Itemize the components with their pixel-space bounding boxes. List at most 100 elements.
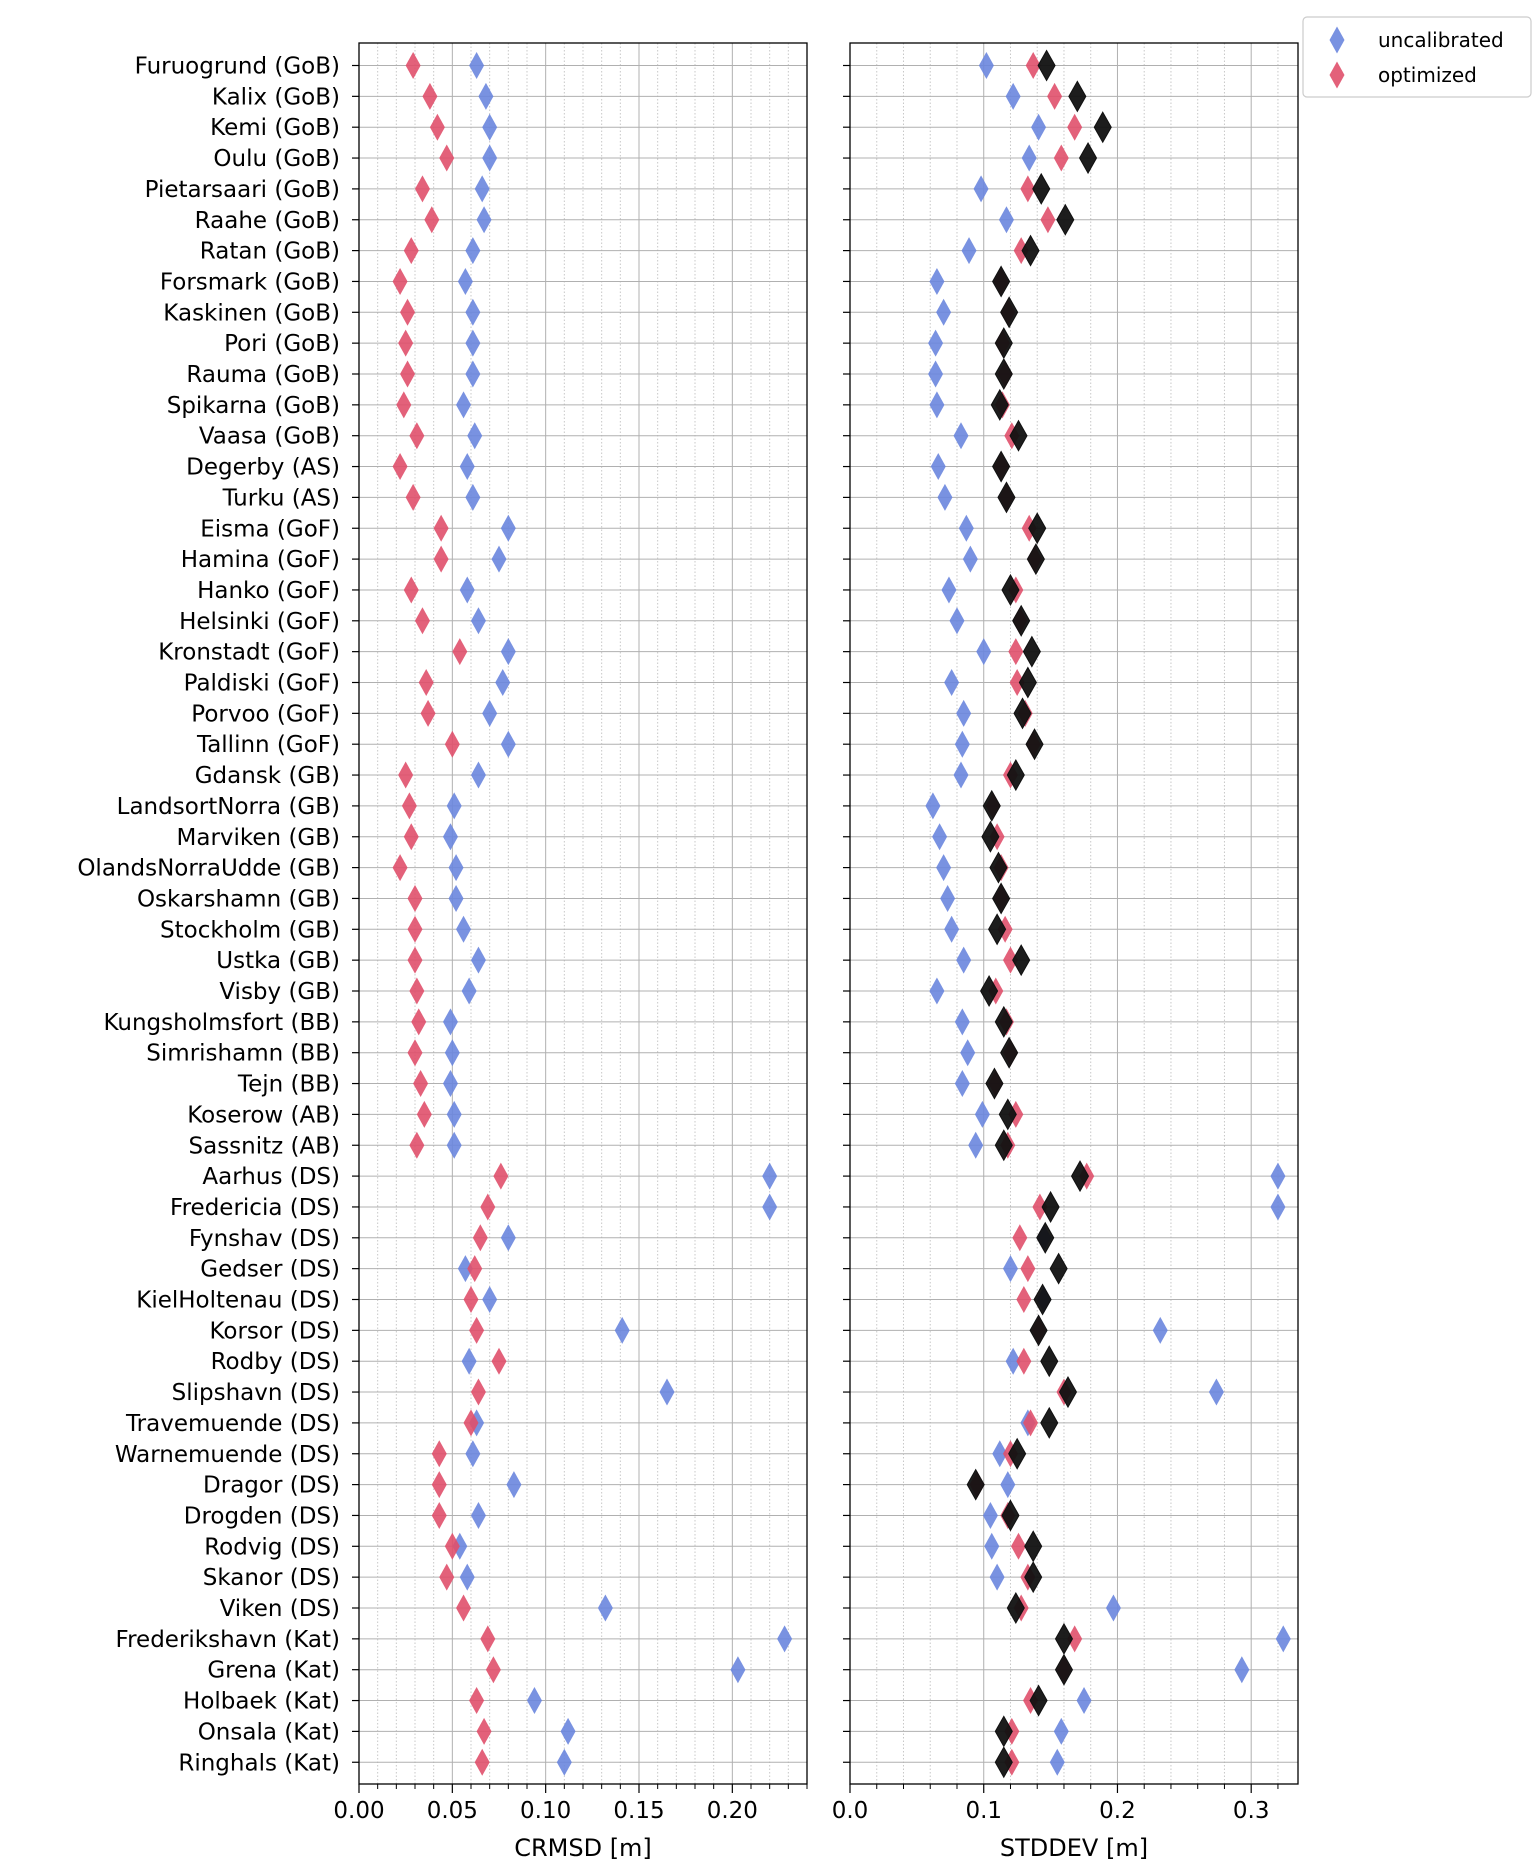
station-label: Warnemuende (DS) xyxy=(115,1442,340,1468)
stddev-point xyxy=(1024,1530,1043,1563)
station-label: Visby (GB) xyxy=(219,979,340,1005)
crmsd-point xyxy=(429,113,445,141)
crmsd-point xyxy=(446,792,462,820)
crmsd-panel: 0.00 0.05 0.10 0.15 0.20 CRMSD [m] xyxy=(333,42,808,1862)
stddev-point xyxy=(1022,635,1041,668)
crmsd-point xyxy=(457,267,473,295)
crmsd-point xyxy=(493,1162,509,1190)
crmsd-point xyxy=(459,1563,475,1591)
stddev-point xyxy=(994,327,1013,360)
stddev-point xyxy=(1032,172,1051,205)
stddev-point xyxy=(1054,1622,1074,1655)
station-label: Frederikshavn (Kat) xyxy=(116,1627,340,1653)
crmsd-point xyxy=(431,1471,447,1499)
crmsd-point xyxy=(476,1717,492,1745)
station-label: Kungsholmsfort (BB) xyxy=(103,1010,340,1036)
station-label: Porvoo (GoF) xyxy=(191,701,340,727)
station-label: Travemuende (DS) xyxy=(125,1411,340,1437)
crmsd-point xyxy=(398,329,414,357)
stddev-point xyxy=(1002,1255,1018,1283)
crmsd-point xyxy=(526,1687,542,1715)
station-label: Spikarna (GoB) xyxy=(167,393,340,419)
crmsd-point xyxy=(469,1687,485,1715)
crmsd-point xyxy=(506,1471,522,1499)
stddev-point xyxy=(1021,234,1040,267)
crmsd-point xyxy=(474,1748,490,1776)
crmsd-point xyxy=(403,823,419,851)
crmsd-point xyxy=(459,576,475,604)
stddev-point xyxy=(929,977,945,1005)
stddev-point xyxy=(973,175,989,203)
stddev-point xyxy=(1078,142,1098,175)
crmsd-point xyxy=(459,453,475,481)
stddev-x-tick-label: 0.0 xyxy=(832,1798,869,1824)
stddev-point xyxy=(1023,1409,1039,1437)
stddev-point xyxy=(1049,1748,1065,1776)
stddev-point xyxy=(981,820,1000,853)
stddev-point xyxy=(1000,1471,1016,1499)
crmsd-point xyxy=(560,1717,576,1745)
station-label: Fredericia (DS) xyxy=(170,1195,340,1221)
stddev-point xyxy=(1152,1316,1168,1344)
crmsd-point xyxy=(465,360,481,388)
crmsd-point xyxy=(465,1440,481,1468)
crmsd-point xyxy=(461,977,477,1005)
stddev-point xyxy=(953,761,969,789)
station-label: Skanor (DS) xyxy=(203,1565,340,1591)
stddev-point xyxy=(1076,1687,1092,1715)
crmsd-point xyxy=(418,669,434,696)
stddev-point xyxy=(992,450,1011,483)
crmsd-point xyxy=(456,1594,472,1622)
stddev-point xyxy=(989,1563,1005,1591)
station-label: OlandsNorraUdde (GB) xyxy=(77,856,340,882)
stddev-point xyxy=(1029,1314,1048,1347)
stddev-point xyxy=(1016,1286,1032,1313)
stddev-point xyxy=(994,1746,1013,1779)
crmsd-point xyxy=(469,1316,485,1344)
crmsd-point xyxy=(407,1039,423,1067)
crmsd-point xyxy=(414,175,430,203)
stddev-point xyxy=(961,237,977,265)
stddev-point xyxy=(1047,82,1063,110)
crmsd-point xyxy=(431,1440,447,1468)
stddev-point xyxy=(992,882,1011,915)
stddev-point xyxy=(962,545,978,573)
station-label: Eisma (GoF) xyxy=(200,516,340,542)
crmsd-point xyxy=(444,730,460,758)
stddev-point xyxy=(1020,175,1036,203)
stddev-point xyxy=(1040,206,1056,234)
station-label: Stockholm (GB) xyxy=(160,917,340,943)
legend: uncalibrated optimized xyxy=(1302,16,1532,98)
station-label: Tejn (BB) xyxy=(237,1072,340,1098)
stddev-point xyxy=(994,1005,1013,1038)
station-label: Kemi (GoB) xyxy=(210,115,340,141)
stddev-point xyxy=(949,607,965,635)
stddev-point xyxy=(978,52,994,79)
crmsd-point xyxy=(467,1255,483,1283)
stddev-point xyxy=(998,1098,1017,1131)
stddev-point xyxy=(1001,1499,1020,1532)
stddev-point xyxy=(1105,1594,1121,1622)
stddev-point xyxy=(960,1039,976,1067)
stddev-series-uncalibrated xyxy=(925,52,1291,1776)
crmsd-point xyxy=(659,1378,675,1406)
legend-label-optimized: optimized xyxy=(1378,63,1477,87)
crmsd-point xyxy=(556,1748,572,1776)
stddev-point xyxy=(1006,1591,1025,1625)
stddev-point xyxy=(984,1532,1000,1560)
station-label: Degerby (AS) xyxy=(186,455,340,481)
stddev-point xyxy=(1012,944,1031,977)
crmsd-point xyxy=(465,329,481,357)
stddev-point xyxy=(1025,52,1041,79)
stddev-point xyxy=(1053,1717,1069,1745)
crmsd-point xyxy=(485,1656,501,1684)
station-label: Gedser (DS) xyxy=(200,1257,340,1283)
stddev-point xyxy=(1053,144,1069,172)
stddev-point xyxy=(925,792,941,820)
crmsd-point xyxy=(480,1625,496,1653)
crmsd-point xyxy=(491,1347,507,1375)
station-label: LandsortNorra (GB) xyxy=(117,794,340,820)
station-label: Gdansk (GB) xyxy=(195,763,340,789)
crmsd-point xyxy=(470,1501,486,1529)
